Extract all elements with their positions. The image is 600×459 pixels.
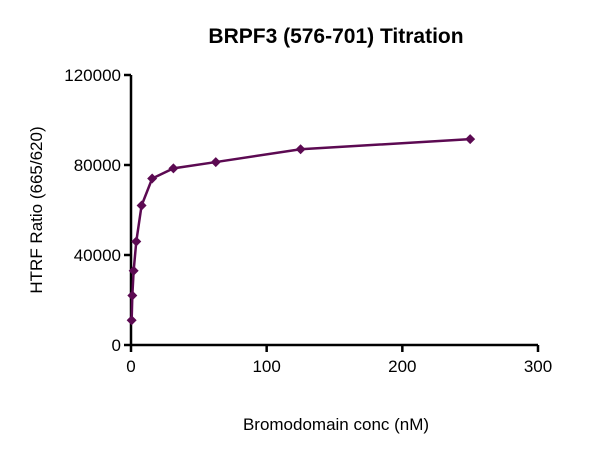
data-point	[210, 157, 221, 168]
data-point	[131, 236, 142, 247]
y-axis-label: HTRF Ratio (665/620)	[27, 126, 46, 293]
chart-title: BRPF3 (576-701) Titration	[208, 25, 463, 48]
y-tick-label: 120000	[64, 66, 121, 85]
y-tick-label: 40000	[74, 246, 121, 265]
data-point	[126, 315, 137, 326]
data-point	[295, 144, 306, 155]
data-point	[147, 173, 158, 184]
data-point	[128, 265, 139, 276]
x-axis-label: Bromodomain conc (nM)	[243, 415, 429, 434]
x-tick-label: 200	[388, 357, 416, 376]
data-point	[465, 134, 476, 145]
x-tick-label: 300	[524, 357, 552, 376]
data-point	[168, 163, 179, 174]
y-tick-label: 80000	[74, 156, 121, 175]
x-tick-label: 100	[252, 357, 280, 376]
y-tick-label: 0	[112, 336, 121, 355]
series-line	[130, 137, 471, 321]
data-point	[136, 200, 147, 211]
x-tick-label: 0	[126, 357, 135, 376]
data-point	[127, 290, 138, 301]
